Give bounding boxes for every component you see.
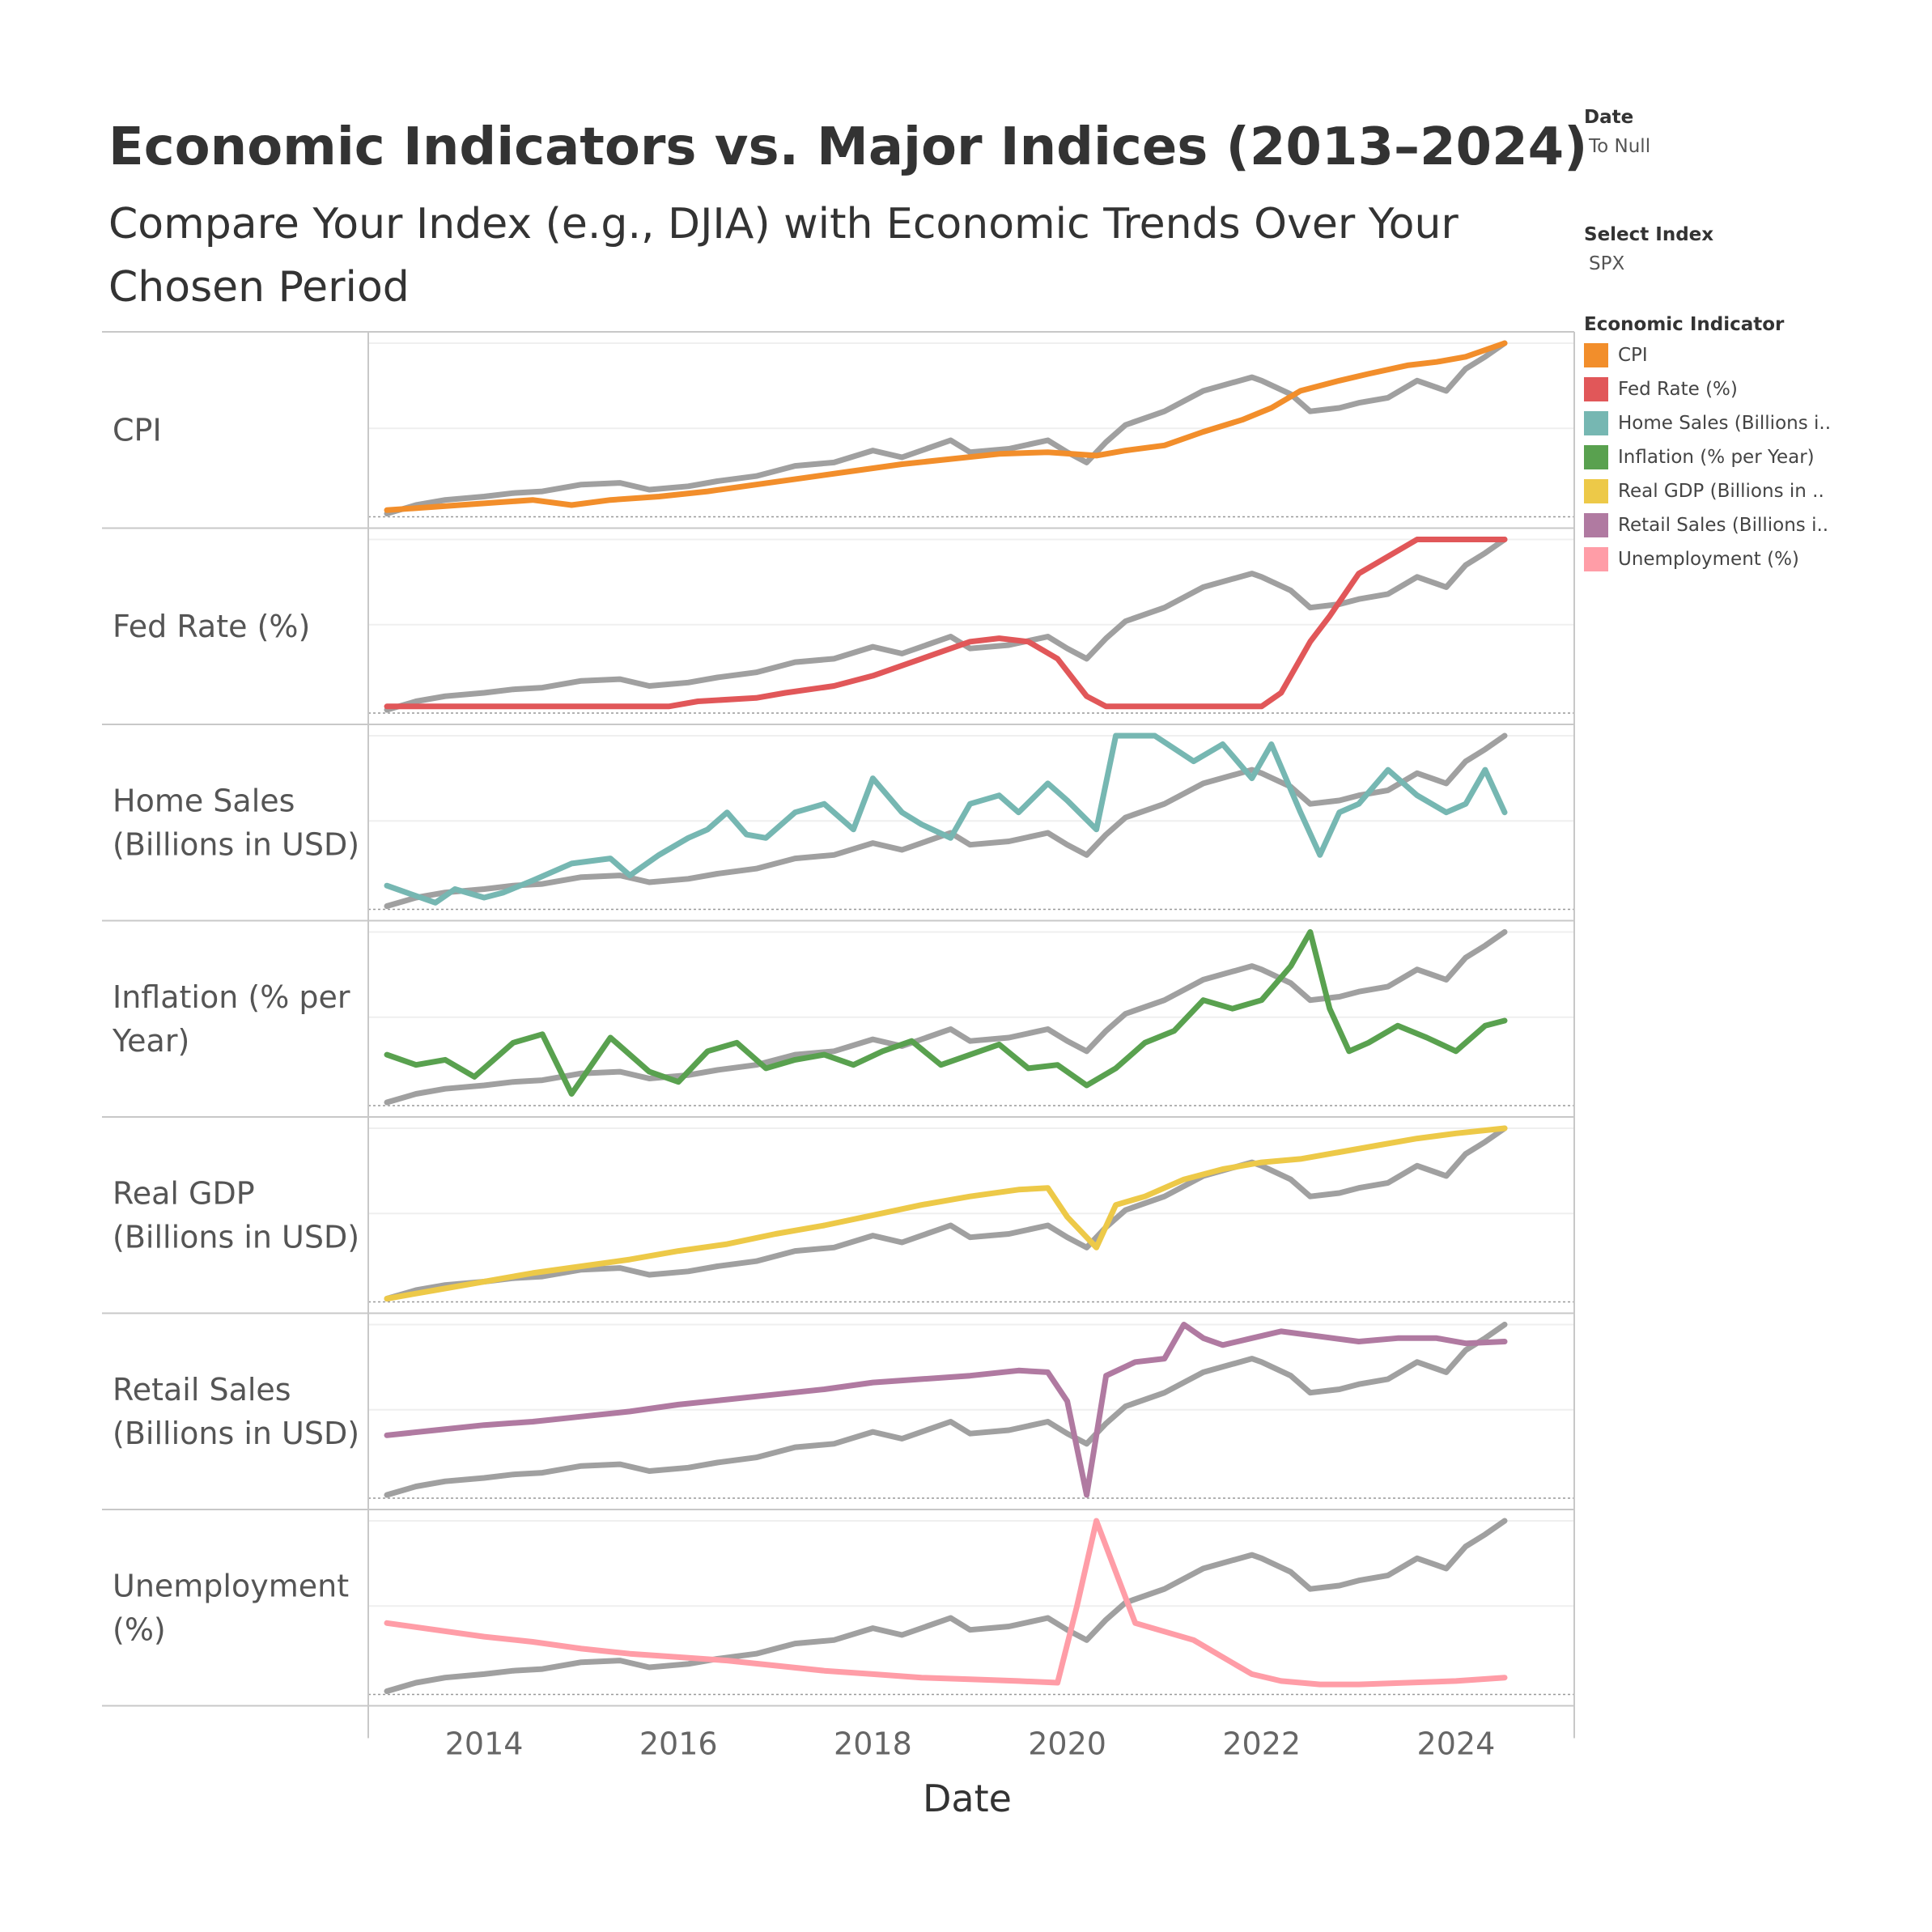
- index-line: [384, 1518, 1508, 1694]
- indicator-line: [384, 340, 1508, 513]
- date-filter-value[interactable]: To Null: [1589, 136, 1651, 157]
- index-selector-label: Select Index: [1584, 224, 1714, 245]
- indicator-line: [384, 1322, 1508, 1498]
- legend-label: Retail Sales (Billions i..: [1618, 515, 1829, 536]
- legend-item[interactable]: Retail Sales (Billions i..: [1584, 508, 1831, 542]
- x-tick-label: 2014: [445, 1726, 524, 1762]
- row-label: Fed Rate (%): [113, 609, 310, 644]
- date-filter-label: Date: [1584, 107, 1634, 128]
- x-tick-label: 2016: [639, 1726, 718, 1762]
- legend-swatch: [1584, 445, 1608, 469]
- x-tick-label: 2018: [834, 1726, 912, 1762]
- legend: Economic Indicator CPI Fed Rate (%) Home S…: [1584, 314, 1831, 576]
- legend-label: Home Sales (Billions i..: [1618, 413, 1832, 434]
- x-axis-title: Date: [923, 1777, 1012, 1820]
- index-line: [384, 1322, 1508, 1498]
- row-label: Real GDP (Billions in USD): [113, 1175, 359, 1255]
- legend-swatch: [1584, 479, 1608, 503]
- legend-item[interactable]: Real GDP (Billions in ..: [1584, 474, 1831, 508]
- legend-swatch: [1584, 547, 1608, 571]
- legend-item[interactable]: Home Sales (Billions i..: [1584, 406, 1831, 440]
- legend-label: Inflation (% per Year): [1618, 447, 1815, 468]
- row-label: CPI: [113, 412, 162, 448]
- indicator-line: [384, 537, 1508, 710]
- chart-subtitle: Compare Your Index (e.g., DJIA) with Eco…: [108, 200, 1459, 312]
- row-label: Unemployment (%): [113, 1568, 349, 1647]
- x-tick-label: 2020: [1028, 1726, 1106, 1762]
- indicator-line: [384, 1125, 1508, 1301]
- index-line: [384, 340, 1508, 516]
- index-selector-value[interactable]: SPX: [1589, 253, 1625, 274]
- legend-label: Unemployment (%): [1618, 549, 1799, 570]
- legend-swatch: [1584, 343, 1608, 367]
- legend-item[interactable]: Unemployment (%): [1584, 542, 1831, 576]
- indicator-line: [384, 929, 1508, 1097]
- indicator-line: [384, 732, 1508, 906]
- legend-swatch: [1584, 377, 1608, 401]
- legend-swatch: [1584, 513, 1608, 537]
- legend-swatch: [1584, 411, 1608, 435]
- x-tick-label: 2024: [1417, 1726, 1496, 1762]
- index-line: [384, 732, 1508, 909]
- legend-item[interactable]: Fed Rate (%): [1584, 372, 1831, 406]
- x-tick-label: 2022: [1222, 1726, 1301, 1762]
- legend-item[interactable]: Inflation (% per Year): [1584, 440, 1831, 474]
- legend-label: Fed Rate (%): [1618, 379, 1738, 400]
- date-filter[interactable]: Date To Null: [1584, 107, 1650, 157]
- row-label: Inflation (% per Year): [112, 979, 350, 1059]
- index-line: [384, 1125, 1508, 1301]
- chart-title: Economic Indicators vs. Major Indices (2…: [108, 117, 1588, 177]
- legend-title: Economic Indicator: [1584, 314, 1785, 335]
- index-selector[interactable]: Select Index SPX: [1584, 224, 1713, 274]
- indicator-line: [384, 1518, 1508, 1688]
- row-label: Retail Sales (Billions in USD): [113, 1372, 359, 1451]
- legend-label: Real GDP (Billions in ..: [1618, 481, 1824, 502]
- legend-item[interactable]: CPI: [1584, 338, 1831, 372]
- row-label: Home Sales (Billions in USD): [113, 783, 359, 862]
- legend-label: CPI: [1618, 345, 1648, 366]
